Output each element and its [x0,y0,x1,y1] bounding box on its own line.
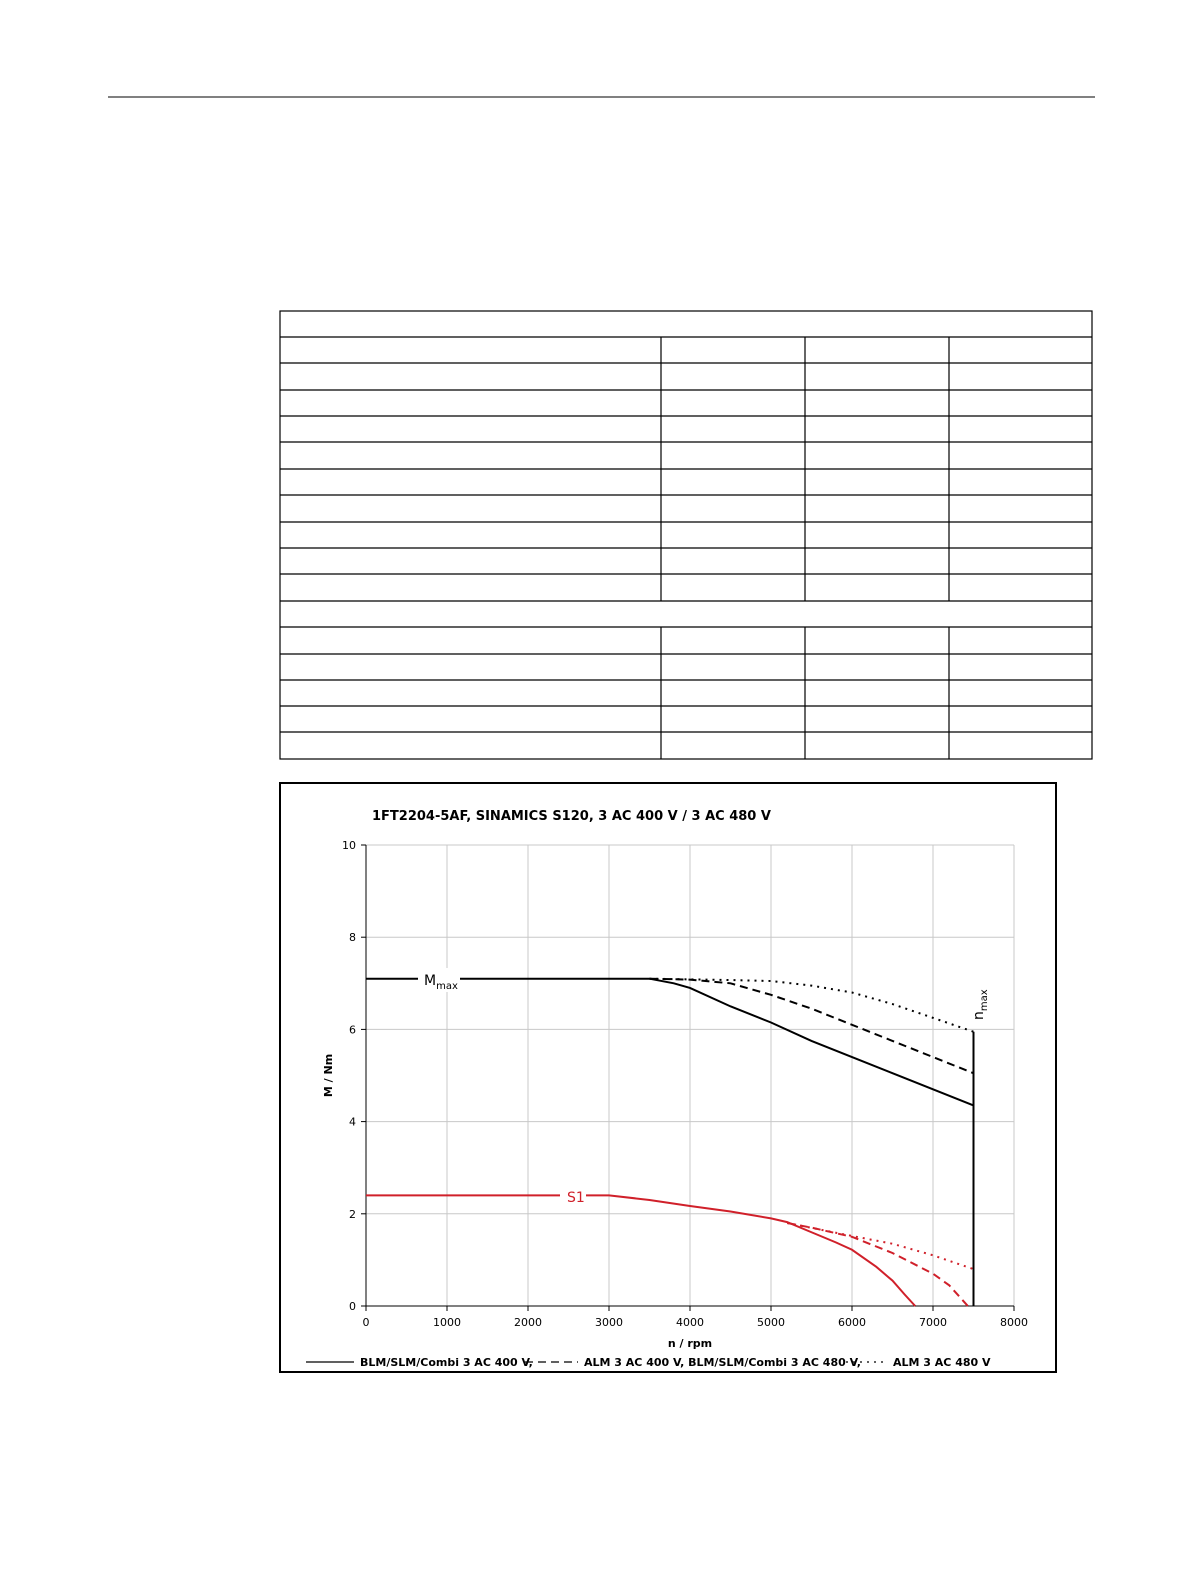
table-border [279,310,1093,760]
x-tick-label: 2000 [514,1316,542,1329]
x-axis-label: n / rpm [668,1337,712,1350]
y-tick-label: 4 [349,1116,356,1129]
y-tick-label: 10 [342,839,356,852]
label-gap [560,1186,586,1208]
curve [649,977,974,1033]
x-tick-label: 1000 [433,1316,461,1329]
y-axis-label: M / Nm [322,1054,335,1097]
legend-label: ALM 3 AC 480 V [893,1356,991,1369]
annotation-subscript: max [436,981,458,992]
y-tick-label: 2 [349,1208,356,1221]
label-gap [418,968,460,992]
annotation: S1 [567,1190,585,1206]
y-tick-label: 0 [349,1300,356,1313]
curve [366,977,974,1107]
chart-frame [279,782,1057,1373]
curve [366,1194,916,1307]
x-tick-label: 3000 [595,1316,623,1329]
chart-title: 1FT2204-5AF, SINAMICS S120, 3 AC 400 V /… [372,809,771,824]
y-tick-label: 8 [349,931,356,944]
table [279,310,1093,760]
annotation-text: n [971,1011,987,1020]
annotation: Mmax [424,973,458,992]
curve [787,1222,969,1307]
annotation-subscript: max [979,989,990,1011]
x-tick-label: 7000 [919,1316,947,1329]
annotation: nmax [971,989,990,1020]
curve [787,1222,974,1271]
x-tick-label: 4000 [676,1316,704,1329]
curve [649,977,974,1075]
x-tick-label: 5000 [757,1316,785,1329]
legend-label: BLM/SLM/Combi 3 AC 400 V, [360,1356,533,1369]
legend-label: ALM 3 AC 400 V, BLM/SLM/Combi 3 AC 480 V… [584,1356,861,1369]
annotation-text: M [424,973,436,989]
y-tick-label: 6 [349,1023,356,1036]
annotation-text: S1 [567,1190,585,1206]
x-tick-label: 6000 [838,1316,866,1329]
x-tick-label: 0 [363,1316,370,1329]
x-tick-label: 8000 [1000,1316,1028,1329]
